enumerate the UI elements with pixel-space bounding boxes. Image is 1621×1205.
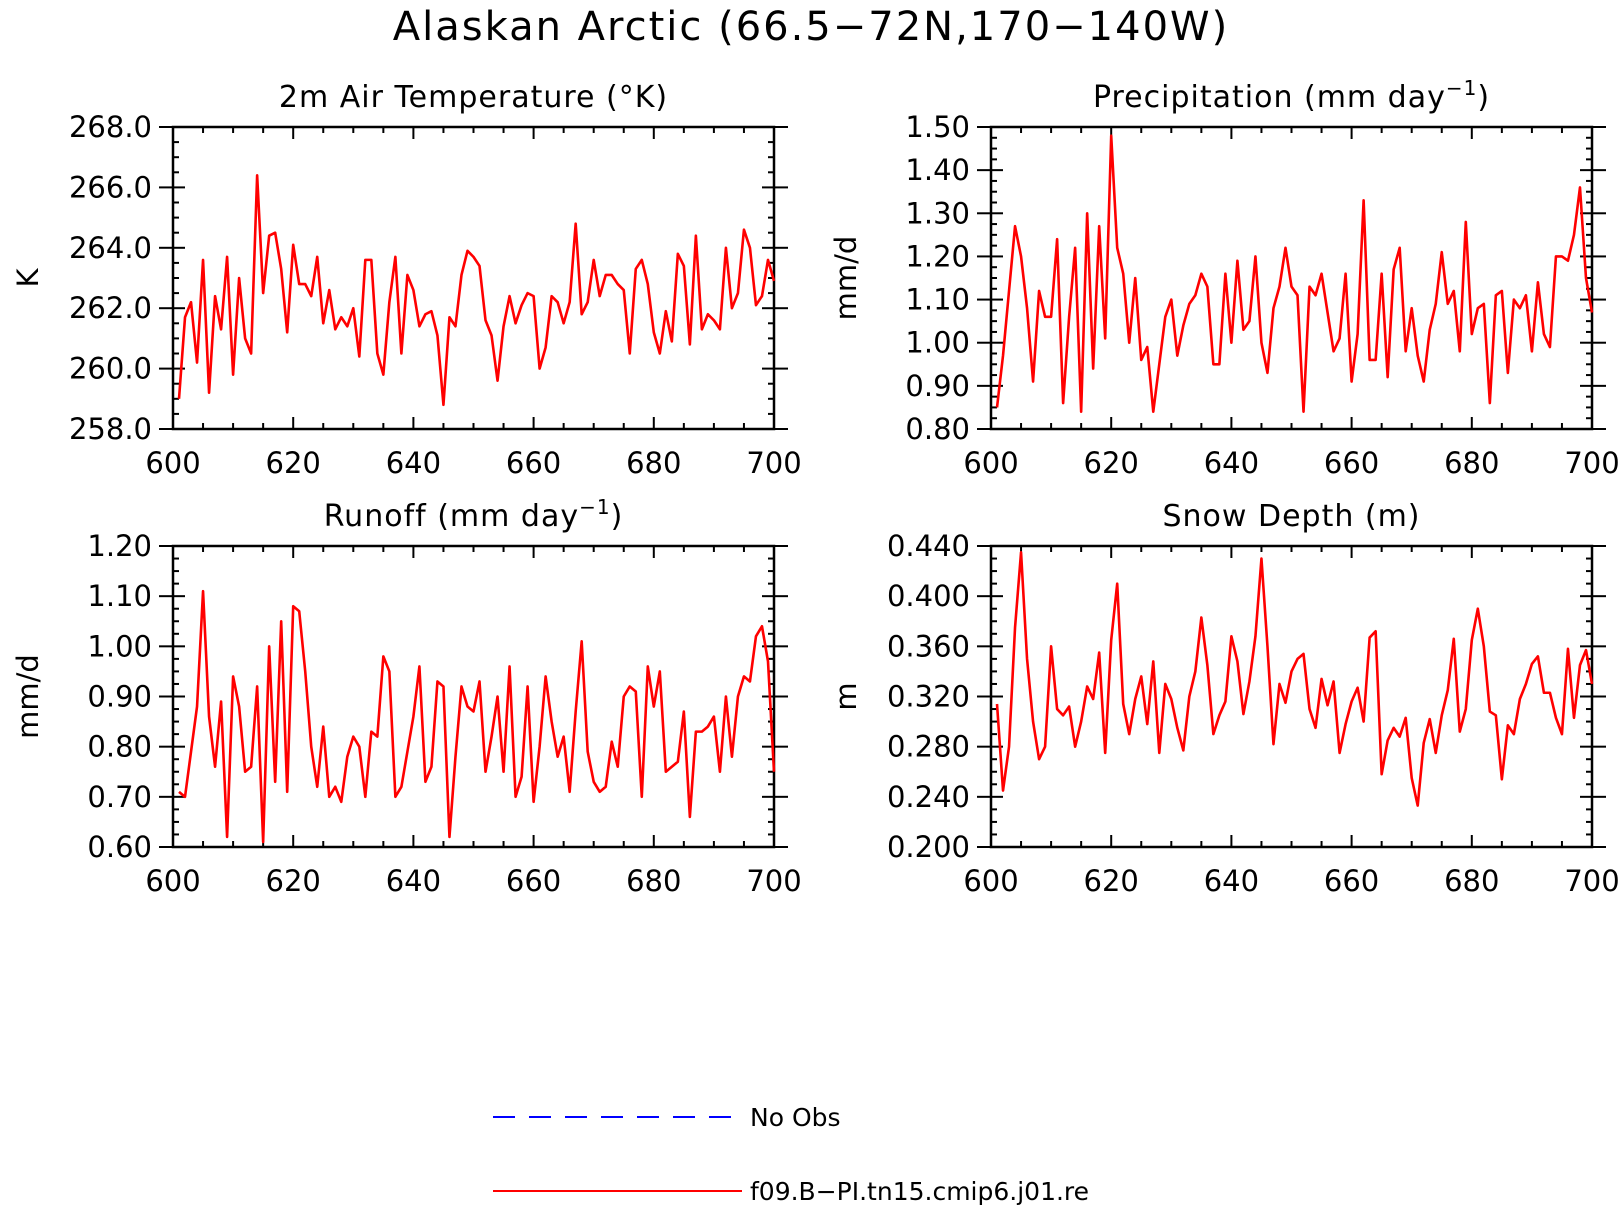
panel-title-text: Snow Depth (m) bbox=[1162, 499, 1420, 534]
x-tick-label: 700 bbox=[746, 446, 801, 480]
x-tick-label: 660 bbox=[506, 864, 561, 898]
x-tick-label: 680 bbox=[626, 864, 681, 898]
y-tick-label: 0.60 bbox=[87, 830, 152, 864]
y-tick-label: 0.70 bbox=[87, 780, 152, 814]
y-tick-label: 0.200 bbox=[887, 830, 970, 864]
panel-runoff: Runoff (mm day−1) mm/d 600 620 640 660 680 700 0… bbox=[11, 495, 802, 898]
x-tick-label: 620 bbox=[1084, 864, 1139, 898]
y-tick-label: 0.90 bbox=[905, 369, 970, 403]
y-tick-label: 1.40 bbox=[905, 153, 970, 187]
panel-title: Runoff (mm day−1) bbox=[324, 495, 624, 534]
panel-title-end: ) bbox=[611, 499, 624, 534]
x-tick-label: 660 bbox=[1324, 446, 1379, 480]
y-tick-label: 0.440 bbox=[887, 529, 970, 563]
y-axis-label: mm/d bbox=[829, 236, 863, 321]
panel-title-superscript: −1 bbox=[1446, 76, 1477, 100]
x-tick-label: 660 bbox=[506, 446, 561, 480]
panel-title-text: Precipitation (mm day bbox=[1093, 80, 1446, 115]
x-tick-label: 600 bbox=[963, 446, 1018, 480]
legend-label-obs: No Obs bbox=[750, 1103, 841, 1132]
y-tick-label: 0.360 bbox=[887, 629, 970, 663]
y-axis-label: m bbox=[829, 682, 863, 710]
y-tick-label: 264.0 bbox=[69, 231, 152, 265]
y-axis-label: mm/d bbox=[11, 654, 45, 739]
y-tick-label: 262.0 bbox=[69, 291, 152, 325]
x-tick-label: 680 bbox=[1444, 446, 1499, 480]
legend: No Obs f09.B−PI.tn15.cmip6.j01.re bbox=[493, 1103, 1089, 1205]
x-tick-label: 600 bbox=[145, 864, 200, 898]
legend-label-model: f09.B−PI.tn15.cmip6.j01.re bbox=[750, 1177, 1089, 1205]
y-tick-label: 1.10 bbox=[87, 579, 152, 613]
panel-air-temperature: 2m Air Temperature (°K) K 600 620 640 660 680 7… bbox=[11, 80, 802, 480]
panel-title-superscript: −1 bbox=[579, 495, 610, 519]
series-line bbox=[995, 550, 1594, 807]
y-tick-label: 0.280 bbox=[887, 730, 970, 764]
x-tick-label: 700 bbox=[746, 864, 801, 898]
x-tick-label: 640 bbox=[386, 446, 441, 480]
panel-title-text: Runoff (mm day bbox=[324, 499, 579, 534]
x-tick-label: 680 bbox=[626, 446, 681, 480]
y-tick-label: 0.90 bbox=[87, 680, 152, 714]
y-tick-label: 0.80 bbox=[87, 730, 152, 764]
plot-frame bbox=[989, 544, 1594, 849]
x-tick-label: 640 bbox=[1204, 864, 1259, 898]
x-tick-label: 700 bbox=[1564, 864, 1619, 898]
y-tick-label: 0.400 bbox=[887, 579, 970, 613]
y-tick-label: 268.0 bbox=[69, 110, 152, 144]
y-tick-label: 0.80 bbox=[905, 412, 970, 446]
y-tick-label: 258.0 bbox=[69, 412, 152, 446]
y-tick-label: 1.00 bbox=[905, 326, 970, 360]
y-tick-label: 1.00 bbox=[87, 629, 152, 663]
y-tick-label: 260.0 bbox=[69, 352, 152, 386]
panel-title: 2m Air Temperature (°K) bbox=[279, 80, 668, 115]
x-tick-label: 620 bbox=[266, 446, 321, 480]
panel-title-text: 2m Air Temperature (°K) bbox=[279, 80, 668, 115]
series-line bbox=[178, 589, 776, 844]
x-tick-label: 700 bbox=[1564, 446, 1619, 480]
x-tick-label: 660 bbox=[1324, 864, 1379, 898]
y-tick-label: 1.20 bbox=[87, 529, 152, 563]
panel-precipitation: Precipitation (mm day−1) mm/d 600 620 640 660… bbox=[829, 76, 1620, 480]
x-tick-label: 600 bbox=[145, 446, 200, 480]
y-tick-label: 1.10 bbox=[905, 283, 970, 317]
x-tick-label: 640 bbox=[386, 864, 441, 898]
y-tick-label: 1.30 bbox=[905, 196, 970, 230]
y-axis-label: K bbox=[11, 268, 45, 288]
y-tick-label: 0.240 bbox=[887, 780, 970, 814]
panel-title: Snow Depth (m) bbox=[1162, 499, 1420, 534]
series-line bbox=[995, 134, 1594, 414]
panel-title: Precipitation (mm day−1) bbox=[1093, 76, 1490, 115]
panel-snow-depth: Snow Depth (m) m 600 620 640 660 680 700 0.200 0.… bbox=[829, 499, 1620, 898]
figure-title: Alaskan Arctic (66.5−72N,170−140W) bbox=[393, 4, 1229, 50]
x-tick-label: 680 bbox=[1444, 864, 1499, 898]
x-tick-label: 600 bbox=[963, 864, 1018, 898]
x-tick-label: 620 bbox=[266, 864, 321, 898]
x-tick-label: 620 bbox=[1084, 446, 1139, 480]
y-tick-label: 266.0 bbox=[69, 170, 152, 204]
series-line bbox=[177, 174, 776, 407]
y-tick-label: 1.50 bbox=[905, 110, 970, 144]
y-tick-label: 1.20 bbox=[905, 239, 970, 273]
panel-title-end: ) bbox=[1477, 80, 1490, 115]
x-tick-label: 640 bbox=[1204, 446, 1259, 480]
y-tick-label: 0.320 bbox=[887, 680, 970, 714]
